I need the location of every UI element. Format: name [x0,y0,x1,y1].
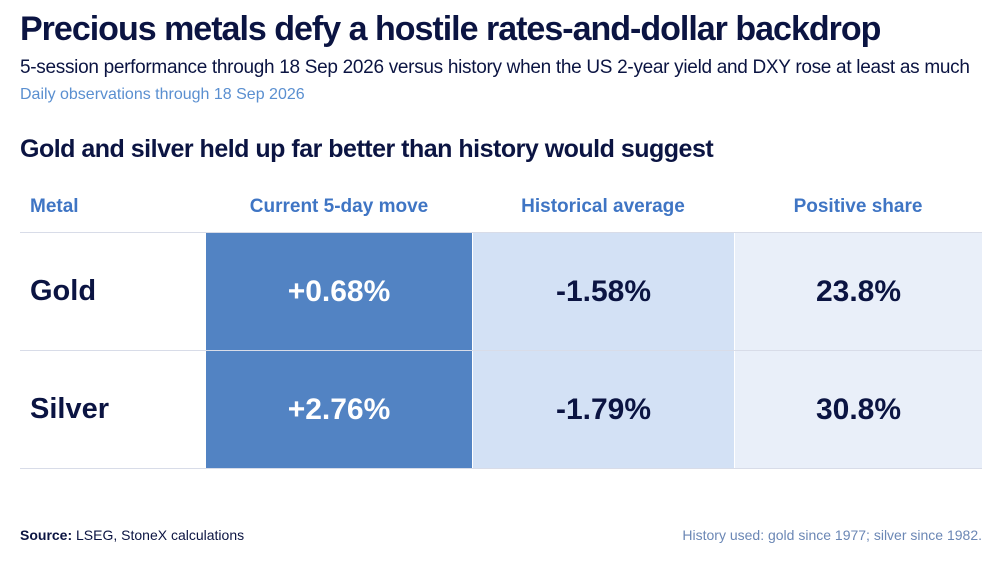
table-header-row: Metal Current 5-day move Historical aver… [20,186,982,233]
source-text: LSEG, StoneX calculations [72,527,245,543]
source-note: Source: LSEG, StoneX calculations [20,527,244,543]
historical-average-cell: -1.79% [472,351,734,468]
column-header-historical: Historical average [521,196,685,217]
column-header-metal: Metal [30,196,79,217]
performance-table: Metal Current 5-day move Historical aver… [20,186,982,469]
positive-share-cell: 30.8% [734,351,982,468]
historical-average-cell: -1.58% [472,233,734,350]
metal-label: Silver [30,393,109,425]
column-header-current: Current 5-day move [249,196,429,217]
table-row-silver: Silver +2.76% -1.79% 30.8% [20,351,982,469]
history-note: History used: gold since 1977; silver si… [682,527,982,543]
current-move-cell: +0.68% [206,233,472,350]
table-title: Gold and silver held up far better than … [20,135,714,163]
source-label: Source: [20,527,73,543]
table-row-gold: Gold +0.68% -1.58% 23.8% [20,233,982,351]
page-subtitle: 5-session performance through 18 Sep 202… [20,57,970,78]
date-note: Daily observations through 18 Sep 2026 [20,86,305,103]
positive-share-cell: 23.8% [734,233,982,350]
metal-label: Gold [30,275,97,307]
page-title: Precious metals defy a hostile rates-and… [20,10,881,48]
column-header-positive: Positive share [793,196,923,217]
current-move-cell: +2.76% [206,351,472,468]
